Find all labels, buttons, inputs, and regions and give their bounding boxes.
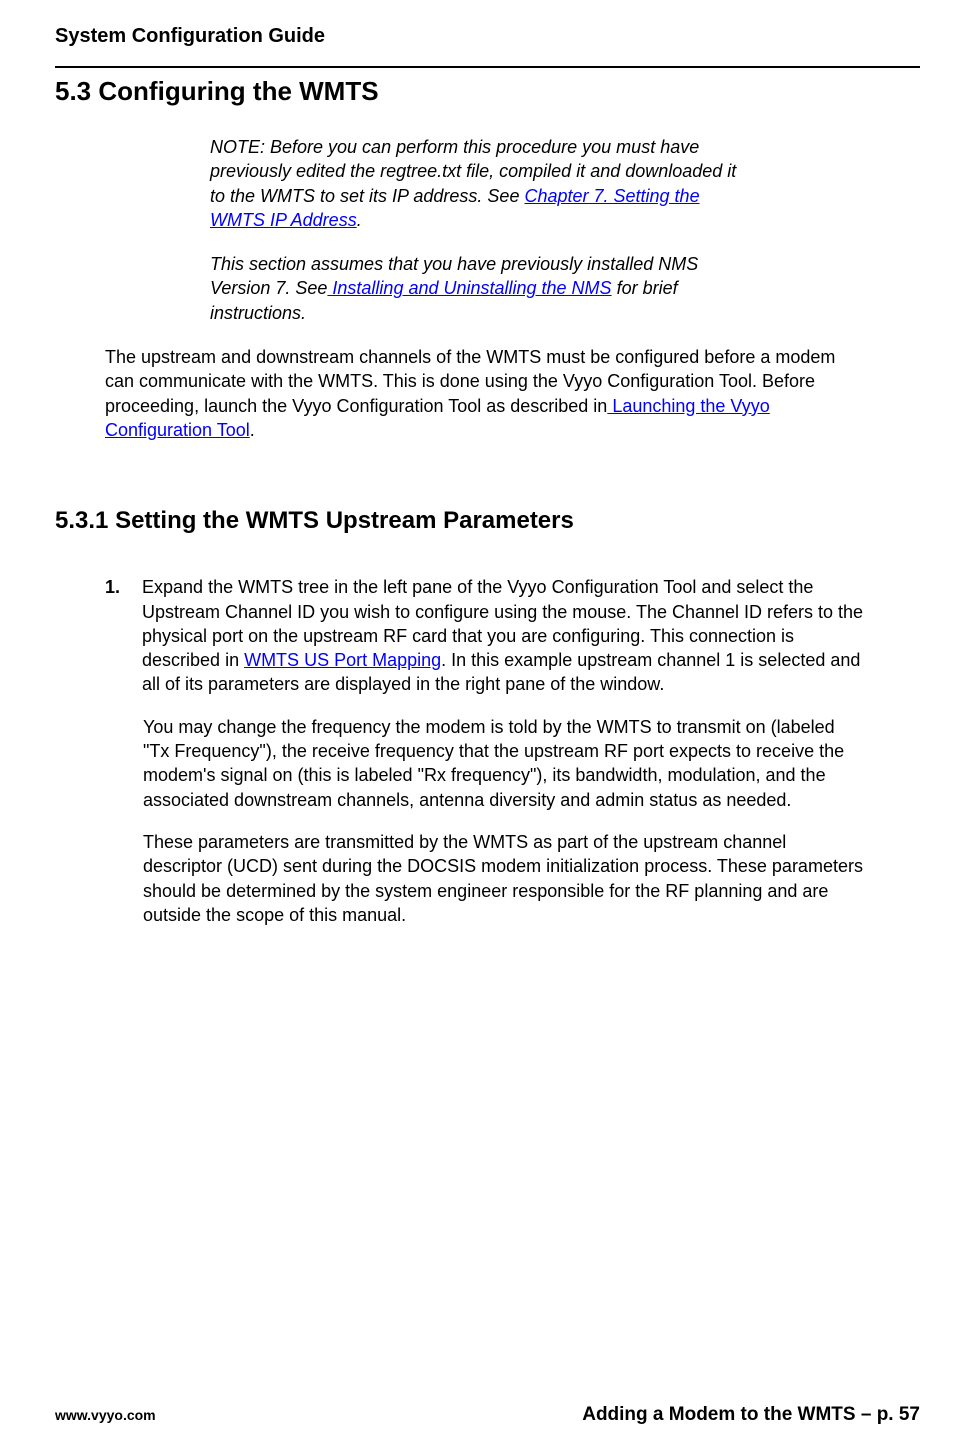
section-number: 5.3 [55,76,91,106]
item-number: 1. [105,575,137,599]
section-title: Configuring the WMTS [98,76,378,106]
item-content: Expand the WMTS tree in the left pane of… [142,575,864,714]
divider-line [55,66,920,68]
page-footer: www.vyyo.com Adding a Modem to the WMTS … [55,1404,920,1426]
subsection-title: Setting the WMTS Upstream Parameters [115,507,574,534]
page-header-title: System Configuration Guide [55,25,920,48]
body-section: The upstream and downstream channels of … [105,345,865,442]
installing-nms-link[interactable]: Installing and Uninstalling the NMS [327,278,611,298]
body-text-suffix: . [250,420,255,440]
subsection-number: 5.3.1 [55,507,108,534]
numbered-item-1: 1. Expand the WMTS tree in the left pane… [105,575,865,714]
wmts-port-mapping-link[interactable]: WMTS US Port Mapping [244,650,441,670]
subsection-heading: 5.3.1 Setting the WMTS Upstream Paramete… [55,507,920,535]
section-heading: 5.3 Configuring the WMTS [55,76,920,107]
item1-p1: Expand the WMTS tree in the left pane of… [142,575,864,696]
footer-page-info: Adding a Modem to the WMTS – p. 57 [582,1404,920,1426]
item1-p3: These parameters are transmitted by the … [143,830,865,927]
item1-p2: You may change the frequency the modem i… [143,715,865,812]
note-block: NOTE: Before you can perform this proced… [210,135,745,325]
footer-url: www.vyyo.com [55,1407,156,1423]
note-text-suffix: . [357,210,362,230]
note-paragraph-2: This section assumes that you have previ… [210,252,745,325]
body-paragraph-1: The upstream and downstream channels of … [105,345,865,442]
note-paragraph-1: NOTE: Before you can perform this proced… [210,135,745,232]
